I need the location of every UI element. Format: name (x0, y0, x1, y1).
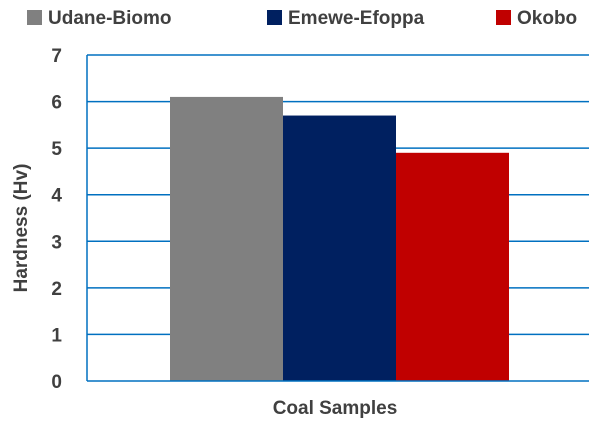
legend-item: Okobo (496, 8, 577, 29)
y-tick-label: 1 (51, 325, 62, 346)
bars (170, 97, 509, 381)
y-tick-label: 2 (51, 279, 62, 300)
legend-swatch (267, 10, 282, 25)
legend-label: Udane-Biomo (48, 8, 172, 29)
y-tick-label: 3 (51, 232, 62, 253)
legend: Udane-Biomo Emewe-Efoppa Okobo (27, 8, 577, 29)
legend-swatch (27, 10, 42, 25)
legend-swatch (496, 10, 511, 25)
y-tick-label: 0 (51, 372, 62, 393)
y-tick-labels: 0 1 2 3 4 5 6 7 (51, 46, 62, 393)
bar-okobo (396, 153, 509, 381)
bar-emewe-efoppa (283, 116, 396, 381)
y-axis-title: Hardness (Hv) (11, 164, 32, 293)
legend-label: Emewe-Efoppa (288, 8, 425, 29)
legend-label: Okobo (517, 8, 577, 29)
bar-udane-biomo (170, 97, 283, 381)
y-tick-label: 4 (51, 186, 62, 207)
legend-item: Udane-Biomo (27, 8, 172, 29)
x-axis-title: Coal Samples (273, 398, 398, 418)
y-tick-label: 5 (51, 139, 62, 160)
legend-item: Emewe-Efoppa (267, 8, 425, 29)
y-tick-label: 7 (51, 46, 62, 67)
y-tick-label: 6 (51, 93, 62, 114)
